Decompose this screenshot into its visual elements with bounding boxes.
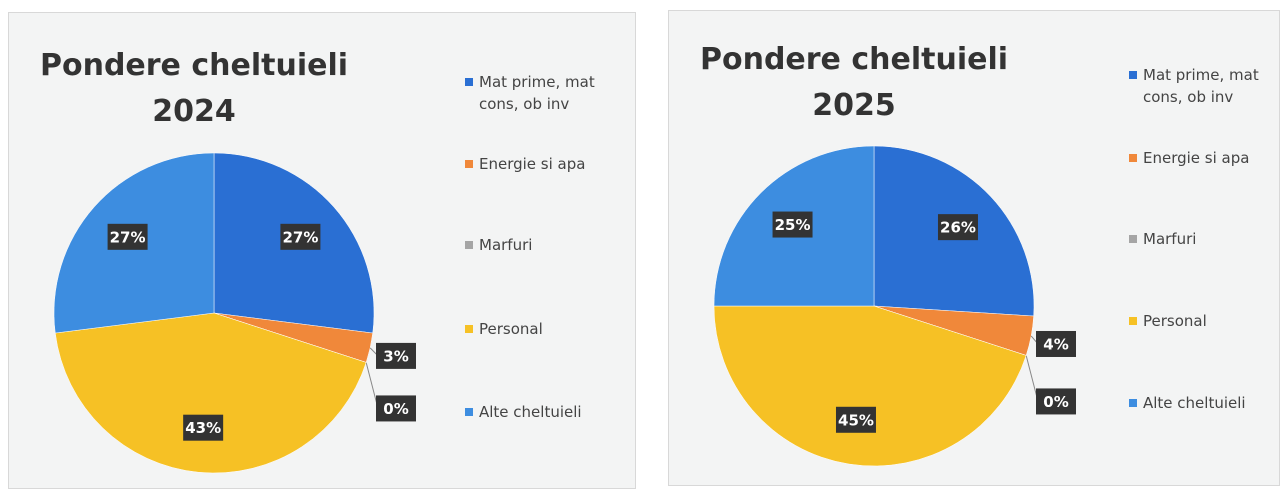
- legend-label: Marfuri: [1143, 230, 1197, 248]
- legend-label: Energie si apa: [1143, 149, 1250, 167]
- legend-label: Personal: [1143, 312, 1207, 330]
- chart-panel: 26% 4% 0% 45% 25% Pondere cheltuieli 2025 Mat …: [668, 10, 1280, 486]
- legend-item: Personal: [1129, 310, 1283, 332]
- label-box: [280, 223, 321, 250]
- data-label: 4%: [1043, 335, 1068, 353]
- legend-swatch: [1129, 317, 1137, 325]
- legend-item: Personal: [465, 318, 619, 340]
- data-label: 3%: [383, 347, 408, 365]
- label-box: [1036, 388, 1076, 415]
- legend-swatch: [465, 78, 473, 86]
- legend-swatch: [465, 408, 473, 416]
- label-box: [772, 211, 813, 238]
- chart-title: Pondere cheltuieli 2024: [39, 48, 349, 129]
- legend-swatch: [1129, 71, 1137, 79]
- chart-title: Pondere cheltuieli 2025: [699, 42, 1009, 123]
- legend-item: Energie si apa: [465, 153, 619, 175]
- legend-swatch: [1129, 235, 1137, 243]
- pie-slice: [713, 305, 1027, 467]
- data-label: 27%: [110, 228, 146, 246]
- legend-label: Marfuri: [479, 236, 533, 254]
- data-label: 45%: [838, 411, 874, 429]
- label-box: [107, 223, 148, 250]
- data-label: 43%: [185, 419, 221, 437]
- label-box: [376, 342, 416, 369]
- data-label: 0%: [1043, 393, 1068, 411]
- legend-item: Marfuri: [465, 234, 619, 256]
- legend-label: Alte cheltuieli: [479, 403, 582, 421]
- data-label: 25%: [775, 216, 811, 234]
- legend-label: Mat prime, mat cons, ob inv: [1143, 66, 1259, 106]
- chart-panel: 27% 3% 0% 43% 27% Pondere cheltuieli 2024 Mat …: [8, 12, 636, 489]
- legend-swatch: [465, 160, 473, 168]
- legend-label: Energie si apa: [479, 155, 586, 173]
- legend-swatch: [1129, 154, 1137, 162]
- label-box: [1036, 330, 1076, 357]
- label-box: [835, 406, 876, 433]
- legend-label: Alte cheltuieli: [1143, 394, 1246, 412]
- label-box: [937, 214, 978, 241]
- legend-swatch: [465, 325, 473, 333]
- legend-label: Personal: [479, 320, 543, 338]
- data-label: 26%: [940, 219, 976, 237]
- legend-item: Alte cheltuieli: [1129, 392, 1283, 414]
- data-label: 27%: [282, 228, 318, 246]
- label-box: [183, 414, 224, 441]
- legend-item: Marfuri: [1129, 228, 1283, 250]
- legend-item: Alte cheltuieli: [465, 401, 619, 423]
- legend-item: Energie si apa: [1129, 147, 1283, 169]
- legend-swatch: [465, 241, 473, 249]
- legend-item: Mat prime, mat cons, ob inv: [465, 71, 619, 115]
- pie-chart: 27% 3% 0% 43% 27%: [53, 152, 416, 474]
- legend-label: Mat prime, mat cons, ob inv: [479, 73, 595, 113]
- legend-item: Mat prime, mat cons, ob inv: [1129, 64, 1283, 108]
- pie-slice: [54, 312, 367, 474]
- pie-chart: 26% 4% 0% 45% 25%: [713, 145, 1076, 467]
- data-label: 0%: [383, 400, 408, 418]
- label-box: [376, 395, 416, 422]
- legend-swatch: [1129, 399, 1137, 407]
